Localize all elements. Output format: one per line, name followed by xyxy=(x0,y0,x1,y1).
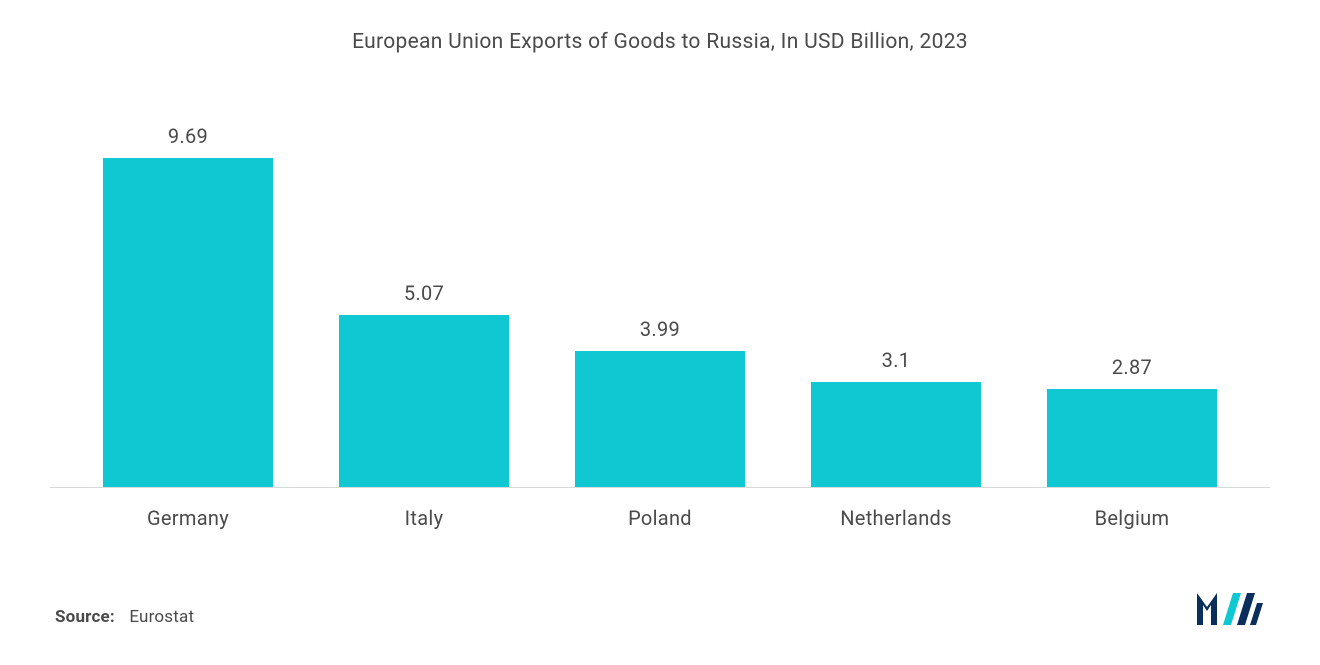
logo-icon xyxy=(1195,585,1265,627)
bar-value-label: 9.69 xyxy=(168,124,208,148)
bar xyxy=(103,158,273,487)
bar-value-label: 3.99 xyxy=(640,317,680,341)
category-label: Netherlands xyxy=(778,506,1014,530)
category-label: Belgium xyxy=(1014,506,1250,530)
bar-group: 5.07 xyxy=(306,124,542,487)
bar xyxy=(811,382,981,487)
footer-row: Source: Eurostat xyxy=(50,585,1270,632)
brand-logo xyxy=(1195,585,1265,627)
source-label: Source: xyxy=(55,607,115,627)
bar-value-label: 2.87 xyxy=(1112,355,1152,379)
category-label: Poland xyxy=(542,506,778,530)
category-labels-row: Germany Italy Poland Netherlands Belgium xyxy=(50,506,1270,530)
category-label: Italy xyxy=(306,506,542,530)
category-label: Germany xyxy=(70,506,306,530)
bar-group: 2.87 xyxy=(1014,124,1250,487)
bar xyxy=(339,315,509,487)
chart-title: European Union Exports of Goods to Russi… xyxy=(50,30,1270,54)
bar-value-label: 3.1 xyxy=(882,348,911,372)
bar xyxy=(1047,389,1217,487)
bar-value-label: 5.07 xyxy=(404,281,444,305)
bar-group: 3.1 xyxy=(778,124,1014,487)
source-citation: Source: Eurostat xyxy=(55,607,194,627)
bar xyxy=(575,351,745,487)
bar-group: 3.99 xyxy=(542,124,778,487)
chart-plot-area: 9.69 5.07 3.99 3.1 2.87 xyxy=(50,124,1270,488)
source-name: Eurostat xyxy=(129,607,194,627)
bar-group: 9.69 xyxy=(70,124,306,487)
chart-container: European Union Exports of Goods to Russi… xyxy=(0,0,1320,665)
